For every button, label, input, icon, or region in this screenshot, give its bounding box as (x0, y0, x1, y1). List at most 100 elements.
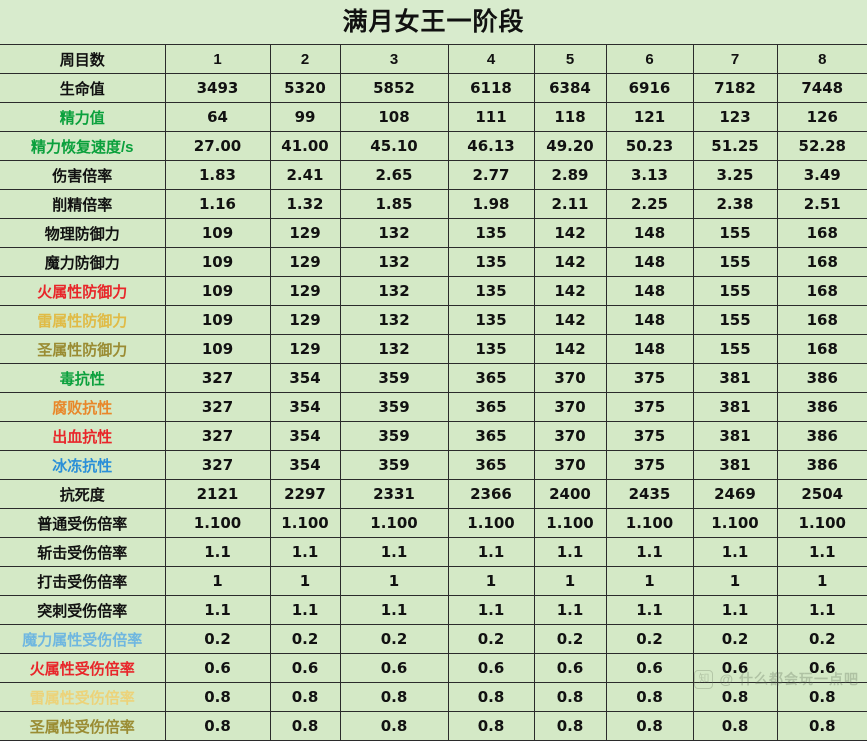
cell-r17-c2: 1 (340, 566, 449, 596)
cell-r15-c5: 1.100 (606, 508, 694, 538)
row-label-3: 伤害倍率 (0, 160, 166, 190)
cell-r11-c2: 359 (340, 392, 449, 422)
table-row: 生命值 3493 5320 5852 6118 6384 6916 7182 7448 (0, 73, 867, 103)
cell-r17-c3: 1 (448, 566, 535, 596)
table-row: 出血抗性 327 354 359 365 370 375 381 386 (0, 421, 867, 451)
cell-r11-c4: 370 (534, 392, 607, 422)
cell-r17-c1: 1 (270, 566, 341, 596)
header-cell-cycle-8: 8 (777, 44, 867, 74)
row-label-12: 出血抗性 (0, 421, 166, 451)
cell-r20-c2: 0.6 (340, 653, 449, 683)
cell-r14-c1: 2297 (270, 479, 341, 509)
cell-r13-c7: 386 (777, 450, 867, 480)
cell-r22-c0: 0.8 (165, 711, 271, 741)
cell-r21-c6: 0.8 (693, 682, 778, 712)
cell-r12-c7: 386 (777, 421, 867, 451)
row-label-21: 雷属性受伤倍率 (0, 682, 166, 712)
cell-r10-c1: 354 (270, 363, 341, 393)
cell-r12-c5: 375 (606, 421, 694, 451)
page-title: 满月女王一阶段 (342, 7, 525, 36)
row-label-22: 圣属性受伤倍率 (0, 711, 166, 741)
cell-r2-c1: 41.00 (270, 131, 341, 161)
cell-r16-c0: 1.1 (165, 537, 271, 567)
cell-r14-c0: 2121 (165, 479, 271, 509)
cell-r18-c2: 1.1 (340, 595, 449, 625)
cell-r5-c0: 109 (165, 218, 271, 248)
cell-r8-c7: 168 (777, 305, 867, 335)
table-row: 魔力属性受伤倍率 0.2 0.2 0.2 0.2 0.2 0.2 0.2 0.2 (0, 624, 867, 654)
cell-r0-c4: 6384 (534, 73, 607, 103)
cell-r0-c3: 6118 (448, 73, 535, 103)
cell-r9-c6: 155 (693, 334, 778, 364)
cell-r11-c3: 365 (448, 392, 535, 422)
cell-r7-c1: 129 (270, 276, 341, 306)
cell-r10-c3: 365 (448, 363, 535, 393)
cell-r4-c5: 2.25 (606, 189, 694, 219)
cell-r3-c4: 2.89 (534, 160, 607, 190)
cell-r6-c4: 142 (534, 247, 607, 277)
row-label-0: 生命值 (0, 73, 166, 103)
table-row: 圣属性防御力 109 129 132 135 142 148 155 168 (0, 334, 867, 364)
cell-r13-c5: 375 (606, 450, 694, 480)
cell-r9-c3: 135 (448, 334, 535, 364)
table-row: 火属性受伤倍率 0.6 0.6 0.6 0.6 0.6 0.6 0.6 0.6 (0, 653, 867, 683)
cell-r8-c6: 155 (693, 305, 778, 335)
cell-r22-c6: 0.8 (693, 711, 778, 741)
cell-r18-c0: 1.1 (165, 595, 271, 625)
cell-r3-c5: 3.13 (606, 160, 694, 190)
cell-r16-c6: 1.1 (693, 537, 778, 567)
table-row: 腐败抗性 327 354 359 365 370 375 381 386 (0, 392, 867, 422)
cell-r3-c2: 2.65 (340, 160, 449, 190)
row-label-5: 物理防御力 (0, 218, 166, 248)
cell-r11-c5: 375 (606, 392, 694, 422)
cell-r10-c6: 381 (693, 363, 778, 393)
cell-r16-c3: 1.1 (448, 537, 535, 567)
cell-r20-c7: 0.6 (777, 653, 867, 683)
cell-r9-c5: 148 (606, 334, 694, 364)
cell-r3-c1: 2.41 (270, 160, 341, 190)
cell-r16-c1: 1.1 (270, 537, 341, 567)
cell-r3-c0: 1.83 (165, 160, 271, 190)
cell-r7-c3: 135 (448, 276, 535, 306)
cell-r4-c6: 2.38 (693, 189, 778, 219)
table-row: 毒抗性 327 354 359 365 370 375 381 386 (0, 363, 867, 393)
cell-r8-c0: 109 (165, 305, 271, 335)
cell-r22-c3: 0.8 (448, 711, 535, 741)
cell-r17-c7: 1 (777, 566, 867, 596)
cell-r13-c6: 381 (693, 450, 778, 480)
header-cell-cycle-5: 5 (534, 44, 607, 74)
cell-r2-c7: 52.28 (777, 131, 867, 161)
cell-r2-c4: 49.20 (534, 131, 607, 161)
cell-r1-c1: 99 (270, 102, 341, 132)
cell-r9-c7: 168 (777, 334, 867, 364)
cell-r16-c2: 1.1 (340, 537, 449, 567)
cell-r21-c4: 0.8 (534, 682, 607, 712)
cell-r0-c6: 7182 (693, 73, 778, 103)
cell-r13-c3: 365 (448, 450, 535, 480)
table-row: 普通受伤倍率 1.100 1.100 1.100 1.100 1.100 1.100 1.10… (0, 508, 867, 538)
cell-r10-c5: 375 (606, 363, 694, 393)
cell-r20-c0: 0.6 (165, 653, 271, 683)
cell-r7-c2: 132 (340, 276, 449, 306)
cell-r10-c7: 386 (777, 363, 867, 393)
row-label-4: 削精倍率 (0, 189, 166, 219)
cell-r18-c3: 1.1 (448, 595, 535, 625)
cell-r20-c4: 0.6 (534, 653, 607, 683)
header-cell-cycle-4: 4 (448, 44, 535, 74)
row-label-19: 魔力属性受伤倍率 (0, 624, 166, 654)
cell-r15-c0: 1.100 (165, 508, 271, 538)
row-label-18: 突刺受伤倍率 (0, 595, 166, 625)
cell-r22-c4: 0.8 (534, 711, 607, 741)
cell-r12-c6: 381 (693, 421, 778, 451)
cell-r6-c2: 132 (340, 247, 449, 277)
cell-r22-c5: 0.8 (606, 711, 694, 741)
row-label-17: 打击受伤倍率 (0, 566, 166, 596)
table-row: 魔力防御力 109 129 132 135 142 148 155 168 (0, 247, 867, 277)
cell-r5-c2: 132 (340, 218, 449, 248)
cell-r21-c5: 0.8 (606, 682, 694, 712)
cell-r8-c1: 129 (270, 305, 341, 335)
cell-r18-c4: 1.1 (534, 595, 607, 625)
row-label-13: 冰冻抗性 (0, 450, 166, 480)
cell-r0-c2: 5852 (340, 73, 449, 103)
